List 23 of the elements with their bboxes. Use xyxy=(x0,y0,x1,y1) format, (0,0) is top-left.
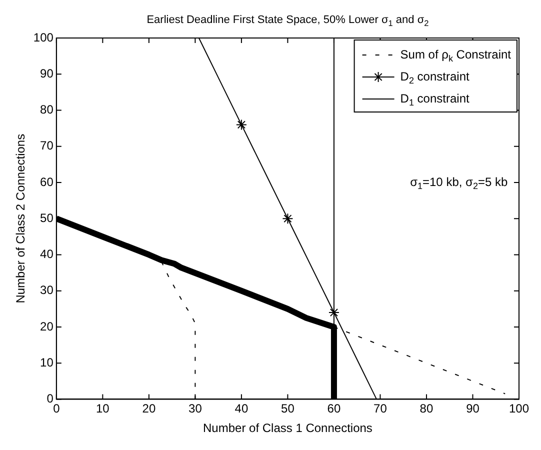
y-tick-label: 70 xyxy=(40,138,54,153)
x-axis-title: Number of Class 1 Connections xyxy=(203,421,372,436)
y-tick-label: 80 xyxy=(40,102,54,117)
x-tick-label: 90 xyxy=(466,402,480,416)
y-tick-label: 50 xyxy=(40,210,54,225)
x-tick-label: 10 xyxy=(96,402,110,416)
y-axis-title: Number of Class 2 Connections xyxy=(14,134,28,304)
y-tick-label: 30 xyxy=(40,283,54,298)
y-tick-label: 60 xyxy=(40,174,54,189)
x-tick-label: 40 xyxy=(234,402,248,416)
x-tick-label: 60 xyxy=(327,402,341,416)
x-tick-label: 70 xyxy=(374,402,388,416)
y-tick-label: 40 xyxy=(40,247,54,262)
y-tick-label: 20 xyxy=(40,319,54,334)
y-tick-label: 90 xyxy=(40,66,54,80)
x-tick-label: 80 xyxy=(420,402,434,416)
x-tick-label: 20 xyxy=(142,402,156,416)
y-tick-label: 100 xyxy=(33,30,54,44)
y-tick-label: 0 xyxy=(46,392,54,406)
x-tick-label: 30 xyxy=(188,402,202,416)
x-tick-label: 50 xyxy=(281,402,295,416)
y-tick-label: 10 xyxy=(40,355,54,370)
x-tick-label: 100 xyxy=(508,402,530,416)
